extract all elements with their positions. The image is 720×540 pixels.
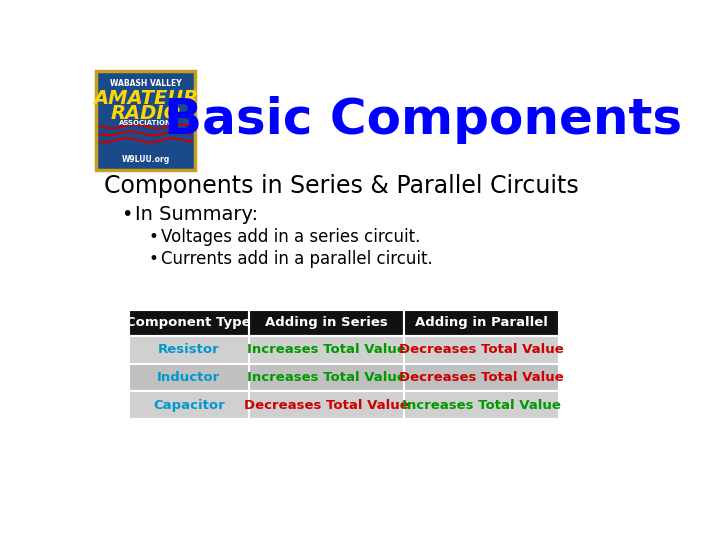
Text: •: •: [121, 205, 132, 224]
Bar: [404, 309, 559, 336]
Text: WABASH VALLEY: WABASH VALLEY: [110, 79, 181, 88]
Bar: [129, 336, 249, 363]
Bar: [249, 309, 404, 336]
Text: Currents add in a parallel circuit.: Currents add in a parallel circuit.: [161, 250, 432, 268]
Text: Adding in Series: Adding in Series: [265, 316, 388, 329]
FancyBboxPatch shape: [96, 71, 195, 170]
Text: Component Type: Component Type: [127, 316, 251, 329]
Text: Decreases Total Value: Decreases Total Value: [244, 399, 409, 411]
Text: Capacitor: Capacitor: [153, 399, 225, 411]
Text: Voltages add in a series circuit.: Voltages add in a series circuit.: [161, 228, 420, 246]
Text: Decreases Total Value: Decreases Total Value: [399, 343, 564, 356]
Text: Increases Total Value: Increases Total Value: [402, 399, 561, 411]
Text: •: •: [148, 228, 158, 246]
Text: Increases Total Value: Increases Total Value: [247, 343, 406, 356]
Bar: [129, 309, 249, 336]
Text: Increases Total Value: Increases Total Value: [247, 371, 406, 384]
Bar: [129, 363, 249, 392]
Text: Basic Components: Basic Components: [164, 96, 683, 144]
Bar: [249, 392, 404, 419]
Text: W9LUU.org: W9LUU.org: [122, 155, 170, 164]
Bar: [129, 392, 249, 419]
Text: Resistor: Resistor: [158, 343, 220, 356]
Text: Inductor: Inductor: [157, 371, 220, 384]
Bar: [404, 392, 559, 419]
Text: In Summary:: In Summary:: [135, 205, 258, 224]
Bar: [249, 336, 404, 363]
Text: AMATEUR: AMATEUR: [93, 89, 199, 108]
Text: ASSOCIATION: ASSOCIATION: [120, 120, 172, 126]
Bar: [249, 363, 404, 392]
Text: Adding in Parallel: Adding in Parallel: [415, 316, 548, 329]
Bar: [404, 336, 559, 363]
Text: Components in Series & Parallel Circuits: Components in Series & Parallel Circuits: [104, 174, 579, 199]
Text: Decreases Total Value: Decreases Total Value: [399, 371, 564, 384]
Text: RADIO: RADIO: [111, 104, 181, 123]
Text: •: •: [148, 250, 158, 268]
Bar: [404, 363, 559, 392]
